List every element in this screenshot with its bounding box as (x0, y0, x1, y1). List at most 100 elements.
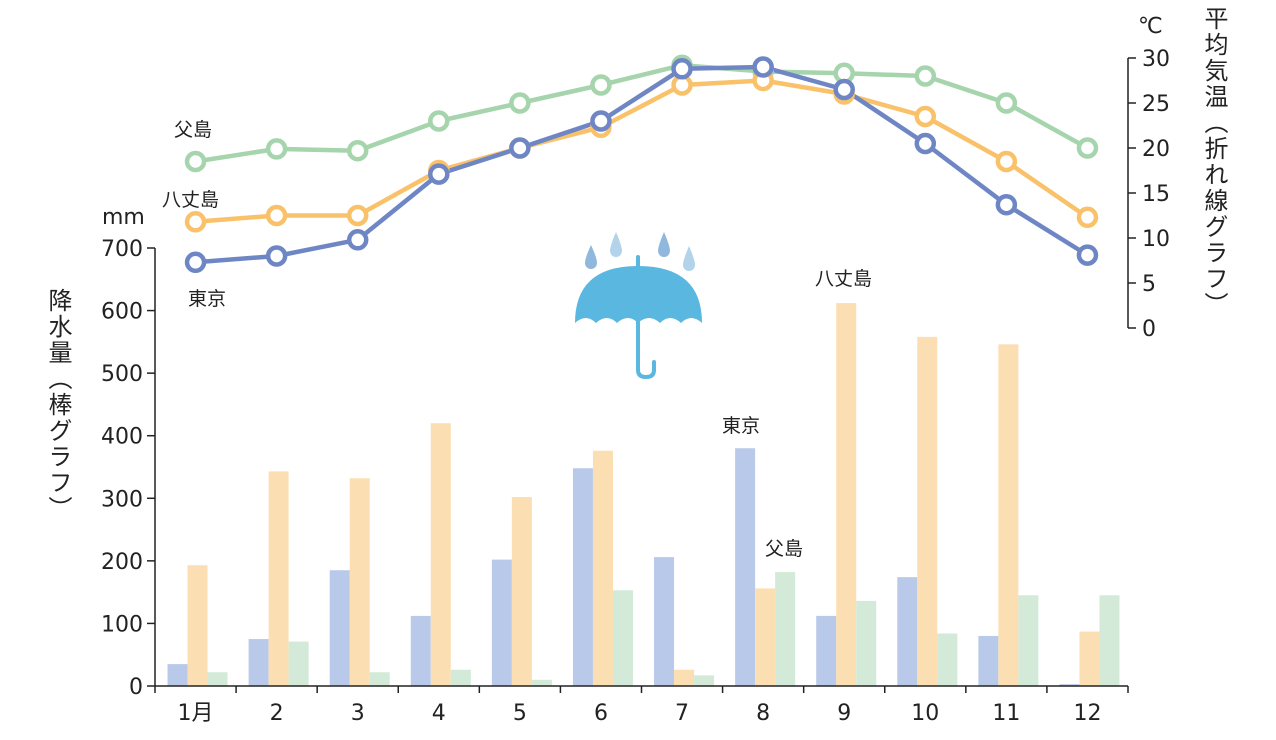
bar-2-6 (694, 675, 715, 686)
temperature-tick-label: 10 (1142, 227, 1170, 252)
temperature-point-0-10 (995, 193, 1018, 216)
bar-0-2 (329, 570, 350, 686)
temperature-point-2-11 (1076, 137, 1099, 159)
temperature-lines (184, 54, 1099, 274)
bar-1-6 (674, 669, 695, 686)
temperature-point-2-5 (590, 74, 612, 96)
precipitation-axis: 0 100 200 300 400 500 600 700 (101, 237, 156, 700)
temperature-point-0-4 (509, 137, 531, 159)
bar-2-8 (856, 600, 877, 686)
temperature-axis: 0 5 10 15 20 25 30 (1127, 47, 1170, 342)
bar-label-hachijojima: 八丈島 (815, 268, 872, 290)
bar-0-9 (897, 577, 918, 686)
month-tick-label: 10 (911, 701, 939, 726)
bar-2-7 (775, 572, 796, 686)
temperature-tick-label: 20 (1142, 137, 1170, 162)
temperature-point-0-1 (265, 245, 288, 267)
temperature-tick-label: 30 (1142, 47, 1170, 72)
bar-0-7 (735, 448, 756, 686)
bar-1-7 (755, 588, 776, 686)
temperature-point-0-7 (752, 56, 774, 78)
bar-label-tokyo: 東京 (722, 415, 760, 437)
temperature-point-0-0 (184, 251, 207, 274)
line-label-tokyo: 東京 (188, 288, 226, 310)
temperature-point-0-9 (914, 132, 937, 155)
bar-2-5 (612, 590, 633, 686)
line-label-chichijima: 父島 (174, 119, 212, 141)
temperature-tick-label: 15 (1142, 182, 1170, 207)
bar-2-3 (450, 669, 471, 686)
bar-1-4 (511, 497, 532, 686)
bar-1-1 (268, 471, 289, 686)
temperature-point-0-11 (1076, 244, 1099, 266)
temperature-point-1-11 (1076, 206, 1099, 229)
temperature-point-0-2 (346, 229, 369, 251)
month-tick-label: 6 (594, 701, 608, 726)
temperature-tick-label: 0 (1142, 317, 1156, 342)
umbrella-icon (575, 255, 702, 380)
precipitation-tick-label: 300 (101, 487, 143, 512)
precipitation-unit-label: mm (102, 205, 145, 230)
bar-2-2 (369, 672, 390, 686)
temperature-point-1-2 (346, 204, 369, 227)
temperature-point-0-5 (590, 110, 612, 132)
bar-2-10 (1018, 595, 1039, 686)
bar-2-4 (531, 679, 552, 686)
temperature-point-0-3 (428, 163, 450, 185)
month-tick-label: 5 (513, 701, 527, 726)
bar-1-5 (592, 450, 613, 686)
bar-0-11 (1059, 684, 1080, 686)
temperature-point-2-9 (914, 65, 937, 87)
month-axis: 1月 2 3 4 5 6 7 8 9 10 11 12 (154, 685, 1129, 726)
precipitation-tick-label: 0 (129, 675, 143, 700)
bar-0-1 (248, 639, 269, 686)
month-tick-label: 7 (675, 701, 689, 726)
temperature-unit-label: ℃ (1138, 14, 1163, 39)
temperature-point-2-1 (265, 138, 288, 160)
precipitation-tick-label: 700 (101, 237, 143, 262)
temperature-point-1-0 (184, 211, 207, 233)
bar-0-10 (978, 635, 999, 686)
bar-1-3 (430, 423, 451, 686)
month-tick-label: 9 (837, 701, 851, 726)
bar-1-9 (917, 336, 938, 686)
temperature-line-2 (195, 62, 1089, 164)
month-tick-label: 3 (351, 701, 365, 726)
line-label-hachijojima: 八丈島 (162, 189, 219, 211)
bar-0-0 (167, 664, 188, 686)
precipitation-tick-label: 400 (101, 425, 143, 450)
temperature-point-0-6 (671, 58, 693, 80)
bar-0-8 (816, 615, 837, 686)
temperature-line-1 (195, 78, 1089, 225)
precipitation-tick-label: 200 (101, 550, 143, 575)
bar-2-9 (937, 633, 958, 686)
temperature-point-2-10 (995, 92, 1018, 114)
temperature-point-1-10 (995, 150, 1018, 173)
bar-0-5 (572, 468, 593, 686)
bar-0-6 (654, 557, 675, 686)
temperature-point-2-4 (509, 92, 531, 114)
month-tick-label: 4 (432, 701, 446, 726)
month-tick-label: 12 (1073, 701, 1101, 726)
month-tick-label: 1月 (178, 701, 214, 726)
bar-0-4 (491, 559, 512, 686)
temperature-point-0-8 (833, 78, 855, 101)
precipitation-tick-label: 100 (101, 612, 143, 637)
temperature-point-1-9 (914, 105, 937, 128)
raindrops-icon (585, 232, 695, 271)
temperature-point-2-3 (428, 110, 450, 132)
temperature-line-0 (195, 64, 1089, 265)
precipitation-tick-label: 600 (101, 300, 143, 325)
month-tick-label: 2 (270, 701, 284, 726)
precipitation-tick-label: 500 (101, 362, 143, 387)
temperature-tick-label: 25 (1142, 92, 1170, 117)
bar-1-2 (349, 478, 370, 686)
month-tick-label: 11 (992, 701, 1020, 726)
month-tick-label: 8 (756, 701, 770, 726)
bar-label-chichijima: 父島 (765, 538, 803, 560)
precipitation-axis-title: 降水量（棒グラフ） (44, 288, 72, 522)
temperature-point-2-0 (184, 150, 207, 173)
temperature-tick-label: 5 (1142, 272, 1156, 297)
temperature-point-2-2 (346, 139, 369, 162)
